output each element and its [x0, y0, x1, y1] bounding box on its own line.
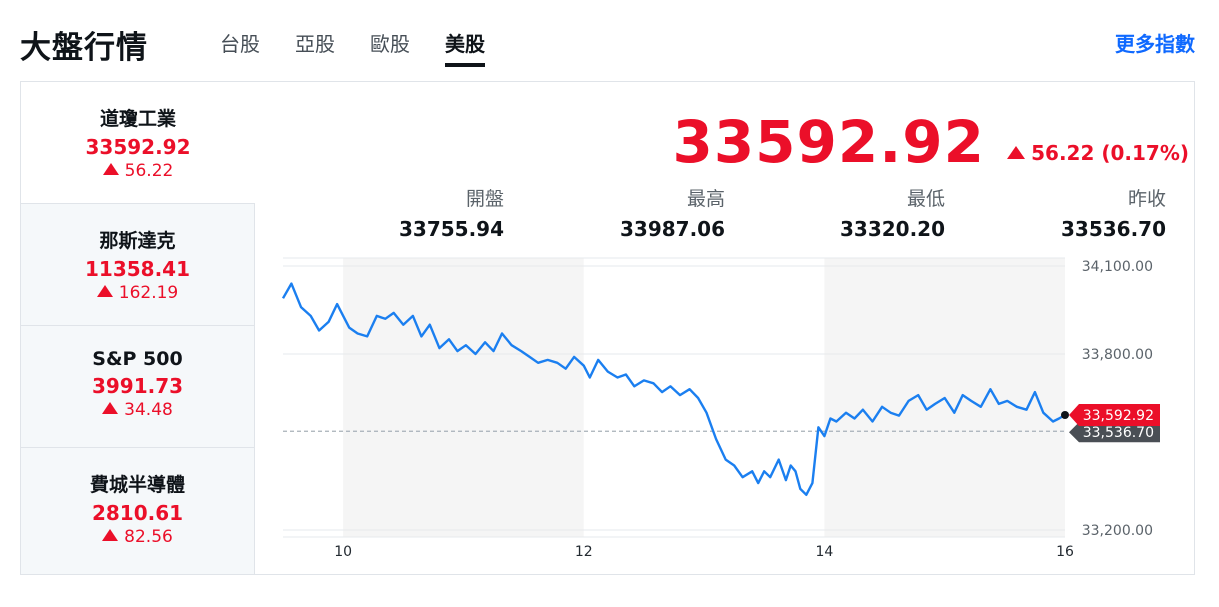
- y-tick-label: 33,200.00: [1082, 523, 1153, 539]
- index-name: 道瓊工業: [99, 108, 176, 130]
- quote-change: 56.22 (0.17%): [1007, 141, 1189, 165]
- last-price-tag: [1069, 404, 1160, 427]
- prev-close-tag-label: 33,536.70: [1083, 425, 1154, 441]
- last-point-dot: [1061, 411, 1069, 420]
- market-panel: 道瓊工業 33592.92 56.22 那斯達克 11358.41 162.19…: [20, 81, 1195, 575]
- tab-us[interactable]: 美股: [445, 28, 485, 67]
- up-arrow-icon: [96, 285, 113, 297]
- index-change: 162.19: [21, 283, 254, 303]
- stat-value: 33536.70: [1060, 217, 1166, 241]
- index-list: 道瓊工業 33592.92 56.22 那斯達克 11358.41 162.19…: [21, 82, 255, 574]
- stat-label: 開盤: [465, 188, 504, 210]
- stat-value: 33320.20: [839, 217, 945, 241]
- index-item-dow[interactable]: 道瓊工業 33592.92 56.22: [21, 82, 255, 204]
- index-item-nasdaq[interactable]: 那斯達克 11358.41 162.19: [21, 204, 255, 326]
- x-tick-label: 16: [1056, 544, 1074, 560]
- tab-asia[interactable]: 亞股: [295, 32, 335, 56]
- more-indices-link[interactable]: 更多指數: [1115, 32, 1195, 56]
- stat-value: 33755.94: [398, 217, 504, 241]
- session-band-0: [343, 258, 584, 537]
- index-name: S&P 500: [92, 348, 183, 370]
- quote-price: 33592.92: [672, 108, 985, 176]
- index-change: 34.48: [21, 400, 254, 420]
- index-name: 那斯達克: [99, 230, 176, 252]
- up-arrow-icon: [102, 529, 119, 541]
- stat-high: 最高 33987.06: [565, 184, 725, 241]
- index-item-sp500[interactable]: S&P 500 3991.73 34.48: [21, 326, 255, 448]
- y-tick-label: 34,100.00: [1082, 259, 1153, 275]
- x-tick-label: 14: [815, 544, 833, 560]
- x-tick-label: 12: [575, 544, 593, 560]
- market-tabs: 台股 亞股 歐股 美股: [220, 28, 520, 67]
- index-change: 56.22: [21, 161, 255, 181]
- index-name: 費城半導體: [89, 474, 185, 496]
- stat-value: 33987.06: [619, 217, 725, 241]
- up-arrow-icon: [102, 163, 119, 175]
- index-price: 2810.61: [91, 501, 184, 525]
- page-title: 大盤行情: [20, 30, 148, 66]
- tab-taiwan[interactable]: 台股: [220, 32, 260, 56]
- prev-close-tag: [1069, 422, 1160, 443]
- x-tick-label: 10: [334, 544, 352, 560]
- series-line: [281, 282, 1066, 496]
- up-arrow-icon: [1007, 146, 1026, 159]
- index-price: 3991.73: [91, 374, 184, 398]
- stat-low: 最低 33320.20: [785, 184, 945, 241]
- stat-label: 最低: [906, 188, 945, 210]
- stat-label: 最高: [686, 188, 725, 210]
- stat-open: 開盤 33755.94: [344, 184, 504, 241]
- index-item-sox[interactable]: 費城半導體 2810.61 82.56: [21, 448, 255, 574]
- index-change: 82.56: [21, 527, 254, 547]
- index-price: 33592.92: [85, 135, 191, 159]
- y-tick-label: 33,800.00: [1082, 347, 1153, 363]
- last-price-tag-label: 33,592.92: [1083, 408, 1154, 424]
- stat-label: 昨收: [1127, 188, 1166, 210]
- stat-prev-close: 昨收 33536.70: [1006, 184, 1166, 241]
- index-price: 11358.41: [84, 257, 190, 281]
- up-arrow-icon: [102, 402, 119, 414]
- tab-europe[interactable]: 歐股: [370, 32, 410, 56]
